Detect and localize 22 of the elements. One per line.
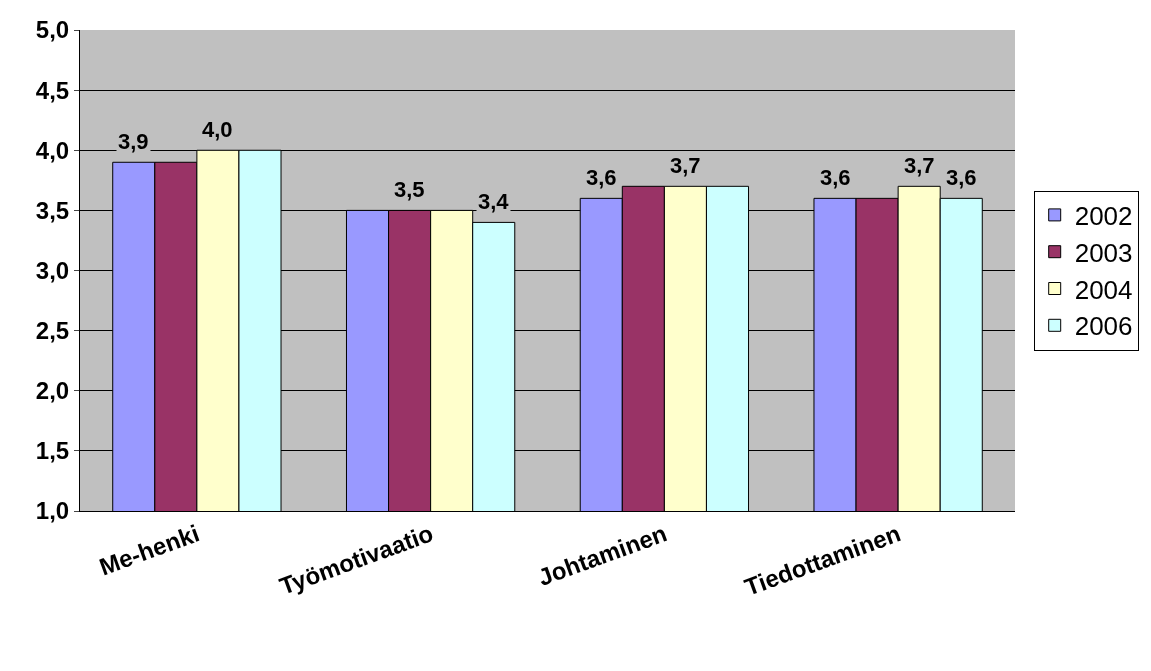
legend-label: 2003: [1074, 237, 1133, 268]
data-label: 3,6: [586, 165, 617, 190]
data-label: 3,5: [394, 177, 425, 202]
data-label: 3,6: [820, 165, 851, 190]
data-label: 3,9: [118, 129, 149, 154]
y-tick-label: 2,5: [35, 317, 70, 345]
data-label: 4,0: [202, 117, 233, 142]
data-label: 3,7: [670, 153, 701, 178]
data-label: 3,7: [904, 153, 935, 178]
y-tick-label: 5,0: [35, 16, 70, 44]
legend-label: 2006: [1074, 311, 1133, 342]
y-tick-label: 3,5: [35, 196, 70, 224]
y-tick-label: 1,5: [35, 437, 70, 465]
y-tick-label: 2,0: [35, 377, 70, 405]
legend-label: 2002: [1074, 201, 1133, 232]
data-label: 3,6: [946, 165, 977, 190]
legend-label: 2004: [1074, 274, 1133, 305]
y-tick-label: 3,0: [35, 256, 70, 284]
y-tick-label: 4,5: [35, 76, 70, 104]
y-tick-label: 1,0: [35, 497, 70, 525]
data-label: 3,4: [478, 189, 510, 214]
y-tick-label: 4,0: [35, 136, 70, 164]
